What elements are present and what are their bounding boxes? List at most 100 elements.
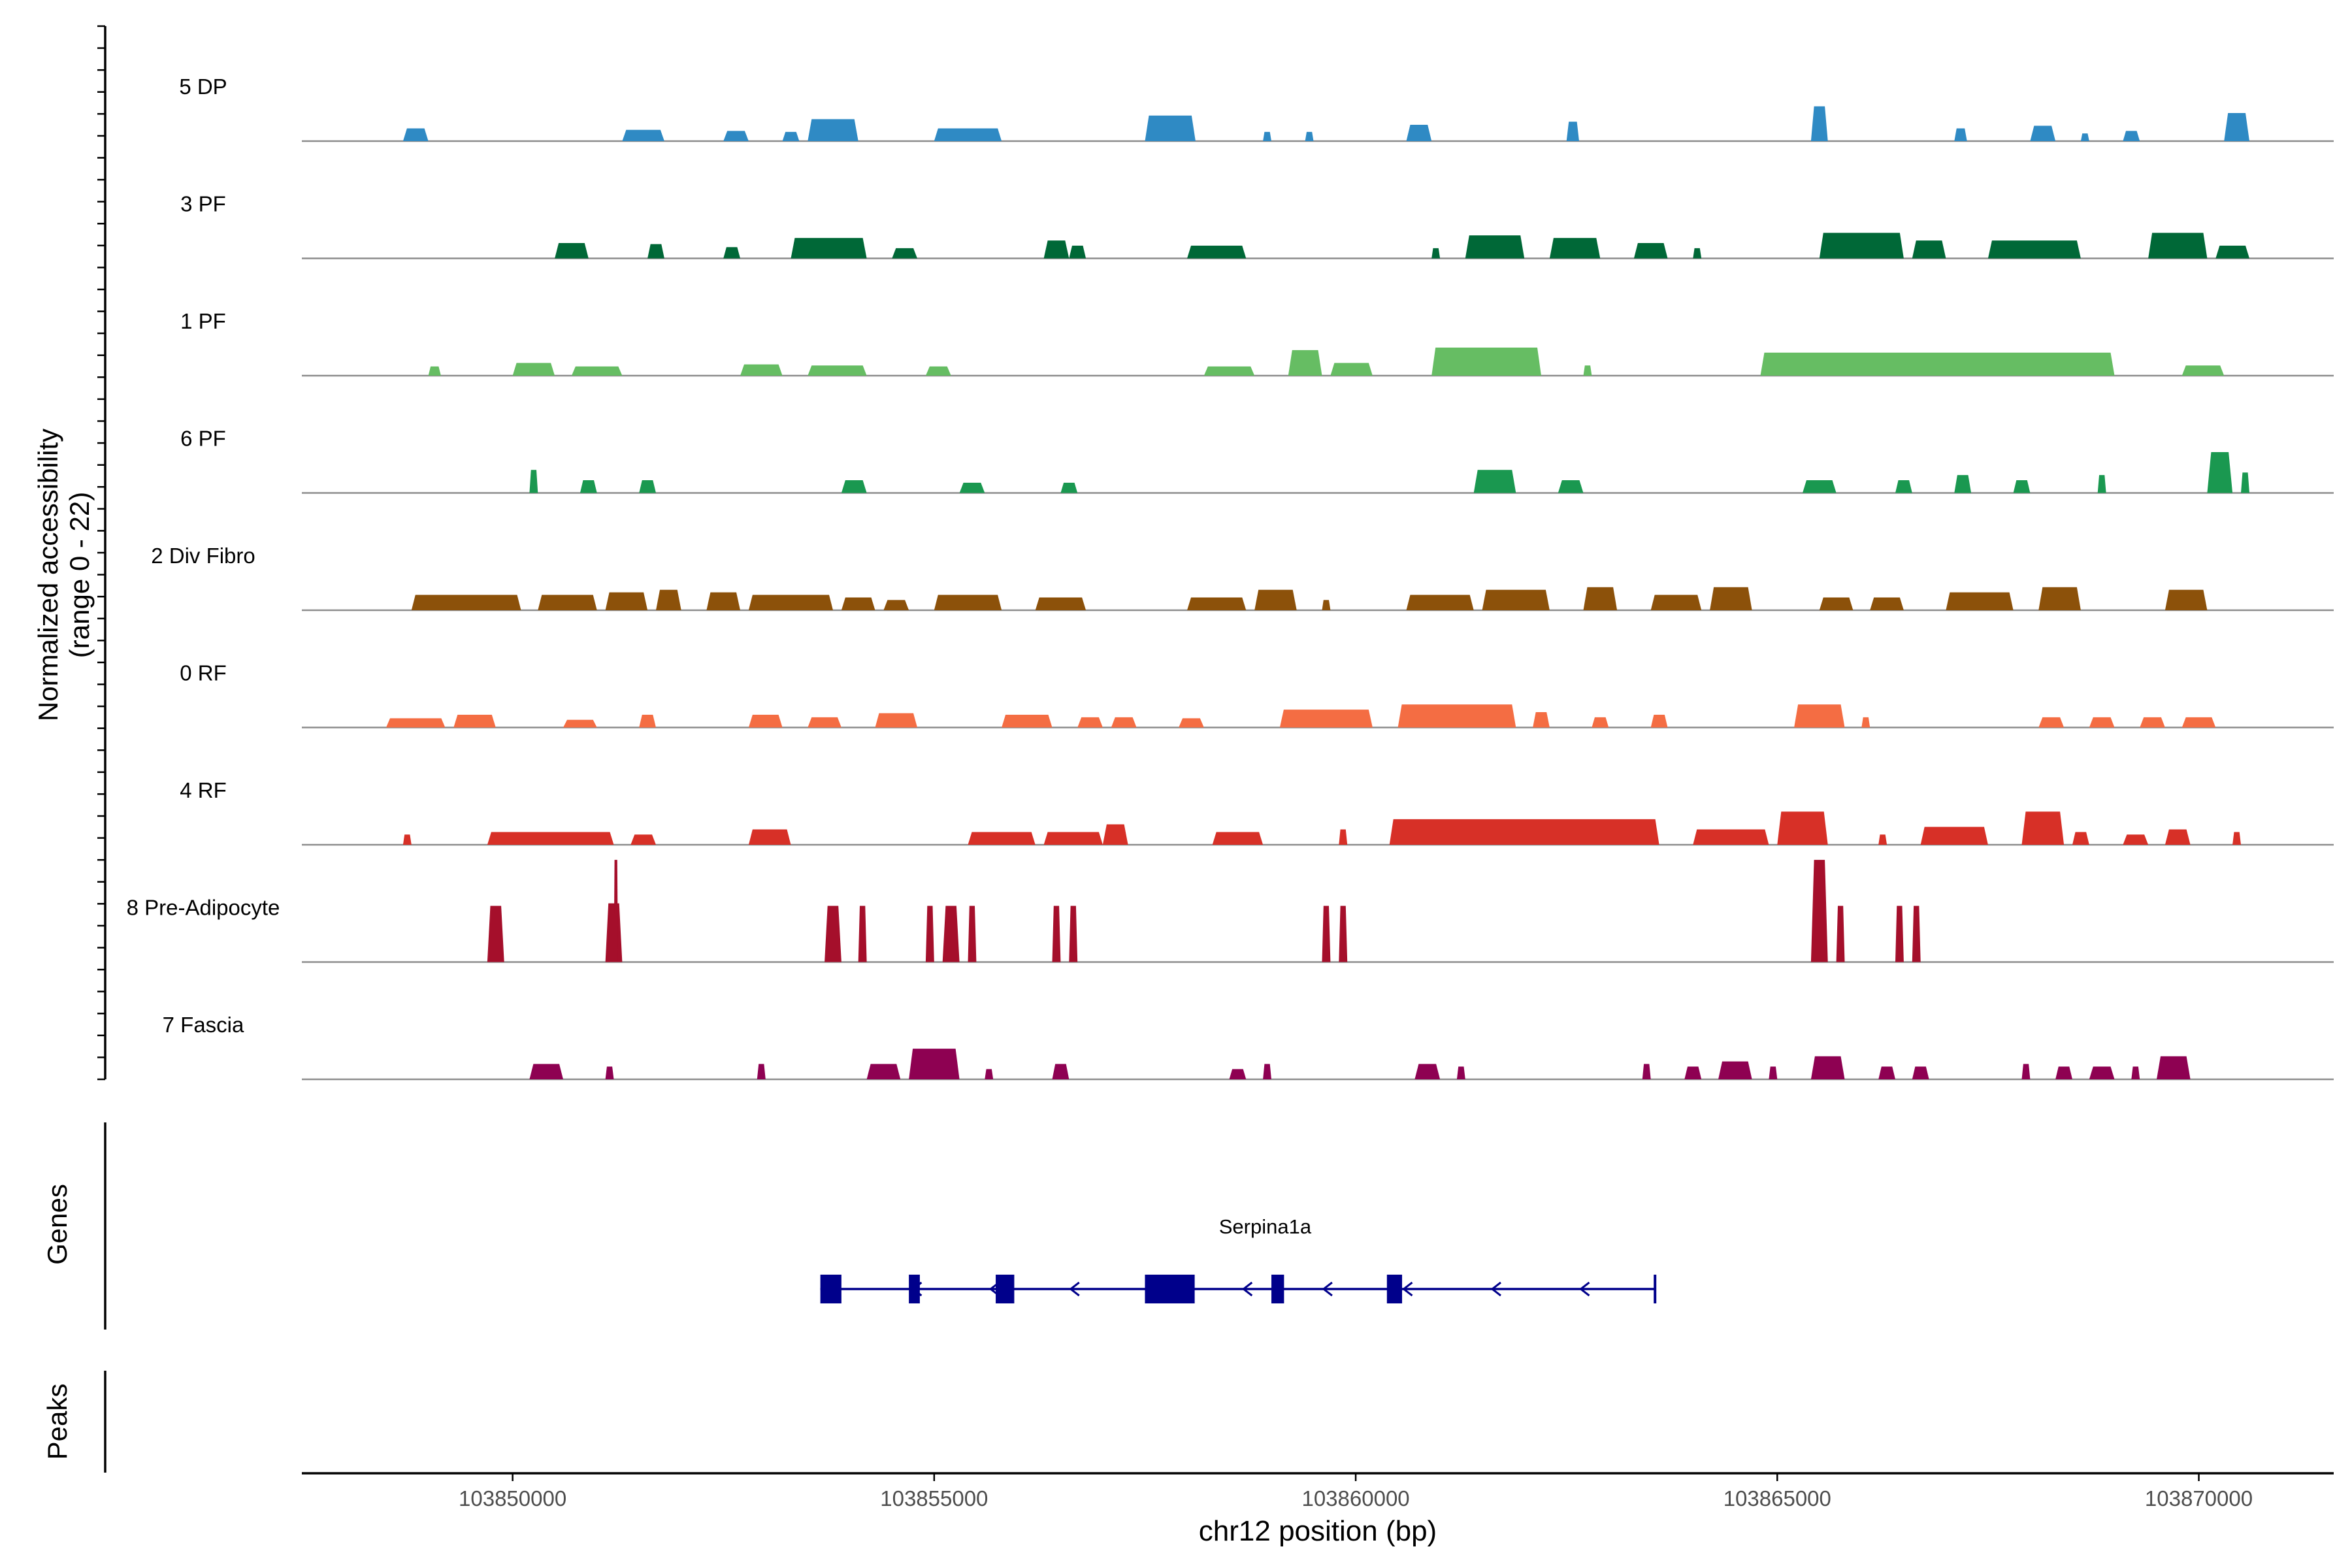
y-axis: Normalized accessibility(range 0 - 22): [33, 25, 106, 1081]
accessibility-peak: [563, 719, 597, 728]
accessibility-peak: [959, 482, 985, 493]
accessibility-peak: [529, 470, 538, 493]
accessibility-peak: [1987, 240, 2081, 259]
accessibility-peak: [1473, 470, 1516, 493]
accessibility-peak: [925, 906, 934, 962]
accessibility-peak: [723, 247, 740, 259]
accessibility-peak: [1693, 829, 1769, 845]
accessibility-peak: [2164, 589, 2208, 610]
gene-strand-arrow: [1402, 1281, 1413, 1297]
accessibility-peak: [402, 128, 429, 141]
accessibility-peak: [529, 1064, 563, 1079]
accessibility-peak: [1878, 834, 1887, 845]
accessibility-peak: [934, 128, 1002, 141]
accessibility-peak: [580, 480, 597, 493]
accessibility-peak: [1819, 597, 1854, 610]
accessibility-peak: [757, 1064, 766, 1079]
accessibility-peak: [1718, 1061, 1752, 1079]
accessibility-peak: [2072, 832, 2089, 845]
accessibility-peak: [1810, 106, 1828, 141]
accessibility-peak: [1187, 246, 1247, 259]
accessibility-peak: [858, 906, 867, 962]
accessibility-peak: [1339, 906, 1348, 962]
accessibility-peak: [1912, 240, 1946, 259]
accessibility-peak: [1187, 597, 1247, 610]
accessibility-peak: [1035, 597, 1086, 610]
accessibility-peak: [2055, 1066, 2072, 1079]
gene-strand-arrow: [1579, 1281, 1590, 1297]
accessibility-peak: [605, 592, 648, 610]
accessibility-peak: [1592, 717, 1609, 728]
track-1: 5 DP: [179, 74, 2334, 142]
gene-panel: Genes Peaks Serpina1a: [42, 1122, 1657, 1473]
track-label: 5 DP: [179, 74, 227, 99]
accessibility-peak: [1431, 348, 1541, 376]
accessibility-peak: [748, 715, 783, 728]
accessibility-peak: [1102, 824, 1128, 845]
accessibility-peak: [2089, 1066, 2115, 1079]
accessibility-peak: [2215, 246, 2249, 259]
accessibility-peak: [1549, 238, 1601, 259]
y-axis-title-line: (range 0 - 22): [64, 492, 95, 658]
accessibility-peak: [968, 906, 977, 962]
accessibility-peak: [1406, 125, 1432, 141]
gene-exon: [996, 1275, 1015, 1303]
track-5: 2 Div Fibro: [151, 544, 2334, 612]
accessibility-peak: [1179, 718, 1204, 728]
accessibility-peak: [411, 595, 521, 610]
track-label: 3 PF: [180, 192, 226, 216]
accessibility-peak: [875, 713, 917, 728]
accessibility-peak: [1777, 811, 1828, 845]
accessibility-peak: [555, 243, 589, 259]
accessibility-peak: [2241, 472, 2249, 493]
x-axis: 103850000 103855000 103860000 103865000 1038…: [302, 1472, 2334, 1547]
accessibility-peak: [487, 906, 504, 962]
gene-exon: [1386, 1275, 1403, 1303]
accessibility-peak: [2181, 717, 2216, 728]
accessibility-peak: [808, 119, 858, 141]
accessibility-peak: [1710, 587, 1752, 610]
accessibility-peak: [1322, 906, 1331, 962]
track-label: 4 RF: [180, 778, 227, 802]
gene-strand-arrow: [1490, 1281, 1501, 1297]
accessibility-peak: [1650, 715, 1668, 728]
gene-exon: [1145, 1275, 1195, 1303]
accessibility-peak: [2089, 717, 2115, 728]
accessibility-peak: [1693, 248, 1702, 259]
accessibility-peak: [1583, 365, 1592, 376]
accessibility-peak: [825, 906, 841, 962]
accessibility-peak: [748, 595, 833, 610]
x-tick-label: 103870000: [2145, 1486, 2253, 1511]
accessibility-peak: [2097, 475, 2106, 493]
accessibility-peak: [841, 597, 875, 610]
accessibility-peak: [605, 1066, 614, 1079]
accessibility-peak: [1305, 131, 1314, 141]
accessibility-peak: [2181, 365, 2225, 376]
accessibility-peak: [1895, 480, 1912, 493]
accessibility-peak: [2140, 717, 2165, 728]
accessibility-peak: [1229, 1069, 1247, 1079]
accessibility-peak: [934, 595, 1002, 610]
track-8: 8 Pre-Adipocyte: [127, 860, 2334, 963]
accessibility-peak: [1069, 906, 1078, 962]
gene-strand-arrow: [1241, 1281, 1253, 1297]
accessibility-peak: [453, 715, 496, 728]
track-label: 8 Pre-Adipocyte: [127, 896, 280, 920]
accessibility-peak: [605, 903, 623, 962]
accessibility-peak: [1954, 128, 1967, 141]
accessibility-peak: [883, 600, 909, 610]
accessibility-peak: [1456, 1066, 1465, 1079]
accessibility-peak: [1043, 832, 1103, 845]
x-tick-label: 103860000: [1301, 1486, 1409, 1511]
accessibility-peak: [622, 129, 664, 141]
accessibility-peak: [1414, 1064, 1441, 1079]
accessibility-peak: [1583, 587, 1618, 610]
accessibility-peak: [1288, 350, 1322, 376]
track-label: 0 RF: [180, 661, 227, 685]
accessibility-peak: [782, 131, 800, 141]
accessibility-peak: [2013, 480, 2031, 493]
track-6: 0 RF: [180, 661, 2334, 728]
track-4: 6 PF: [180, 427, 2334, 494]
peaks-panel-label: Peaks: [42, 1384, 73, 1460]
accessibility-peak: [428, 366, 441, 376]
